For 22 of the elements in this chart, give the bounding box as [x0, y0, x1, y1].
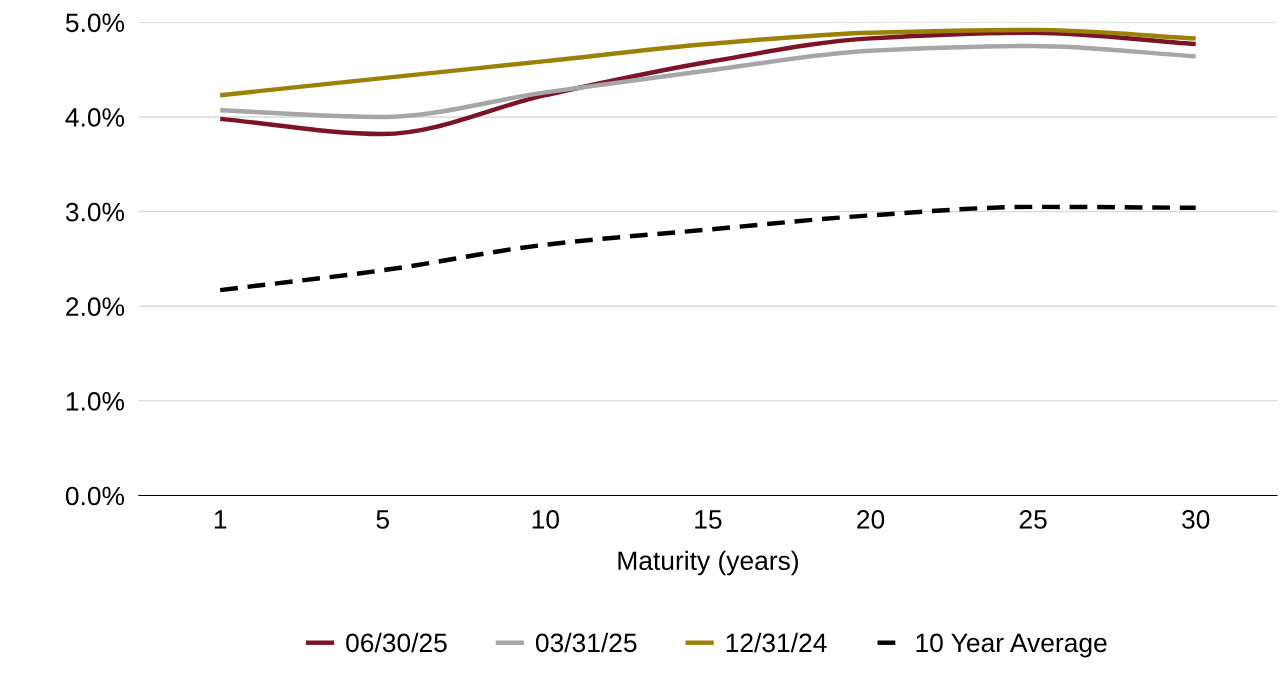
line-series [217, 43, 1198, 120]
legend-label: 10 Year Average [916, 633, 1107, 658]
y-tick-label: 2.0% [66, 297, 125, 317]
legend-label: 12/31/24 [726, 632, 827, 653]
x-tick-label: 15 [695, 510, 722, 529]
line-series [217, 30, 1198, 137]
y-tick-label: 3.0% [65, 202, 125, 222]
y-tick-label: 0.0% [65, 486, 125, 506]
legend-label: 06/30/25 [346, 632, 447, 653]
line-series [217, 27, 1198, 98]
x-axis-title: Maturity (years) [618, 550, 798, 576]
x-tick-label: 1 [214, 510, 227, 529]
y-tick-label: 5.0% [65, 13, 125, 33]
line-series [217, 204, 1198, 293]
legend-label: 03/31/25 [535, 632, 637, 653]
x-tick-label: 20 [857, 510, 885, 529]
x-tick-label: 25 [1019, 510, 1047, 529]
x-tick-label: 5 [376, 510, 389, 529]
x-tick-label: 10 [532, 510, 559, 529]
y-tick-label: 4.0% [65, 108, 125, 127]
y-tick-label: 1.0% [66, 392, 125, 411]
x-tick-label: 30 [1182, 510, 1210, 529]
